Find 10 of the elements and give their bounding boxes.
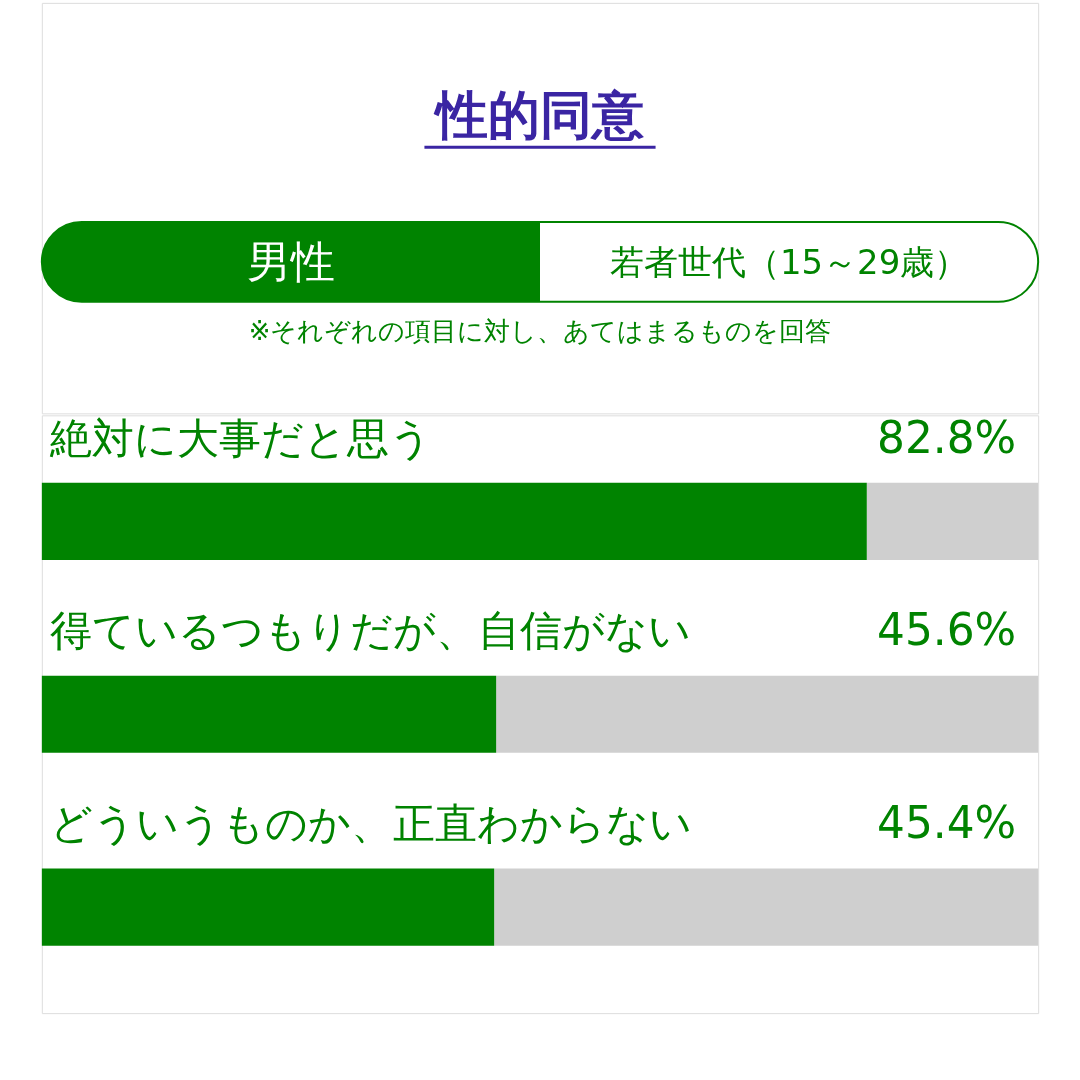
data-label: 82.8% <box>877 411 1017 463</box>
y-tick-label: どういうものか、正直わからない <box>49 799 692 849</box>
data-label: 45.4% <box>877 797 1017 849</box>
chart-title: 性的同意 <box>433 85 644 146</box>
data-label: 45.6% <box>877 604 1017 656</box>
y-tick-label: 得ているつもりだが、自信がない <box>49 606 691 656</box>
y-tick-label: 絶対に大事だと思う <box>48 413 432 463</box>
text: 若者世代（15～29歳） <box>609 242 969 282</box>
text: 男性 <box>246 235 335 287</box>
text: ※それぞれの項目に対し、あてはまるものを回答 <box>248 315 832 346</box>
